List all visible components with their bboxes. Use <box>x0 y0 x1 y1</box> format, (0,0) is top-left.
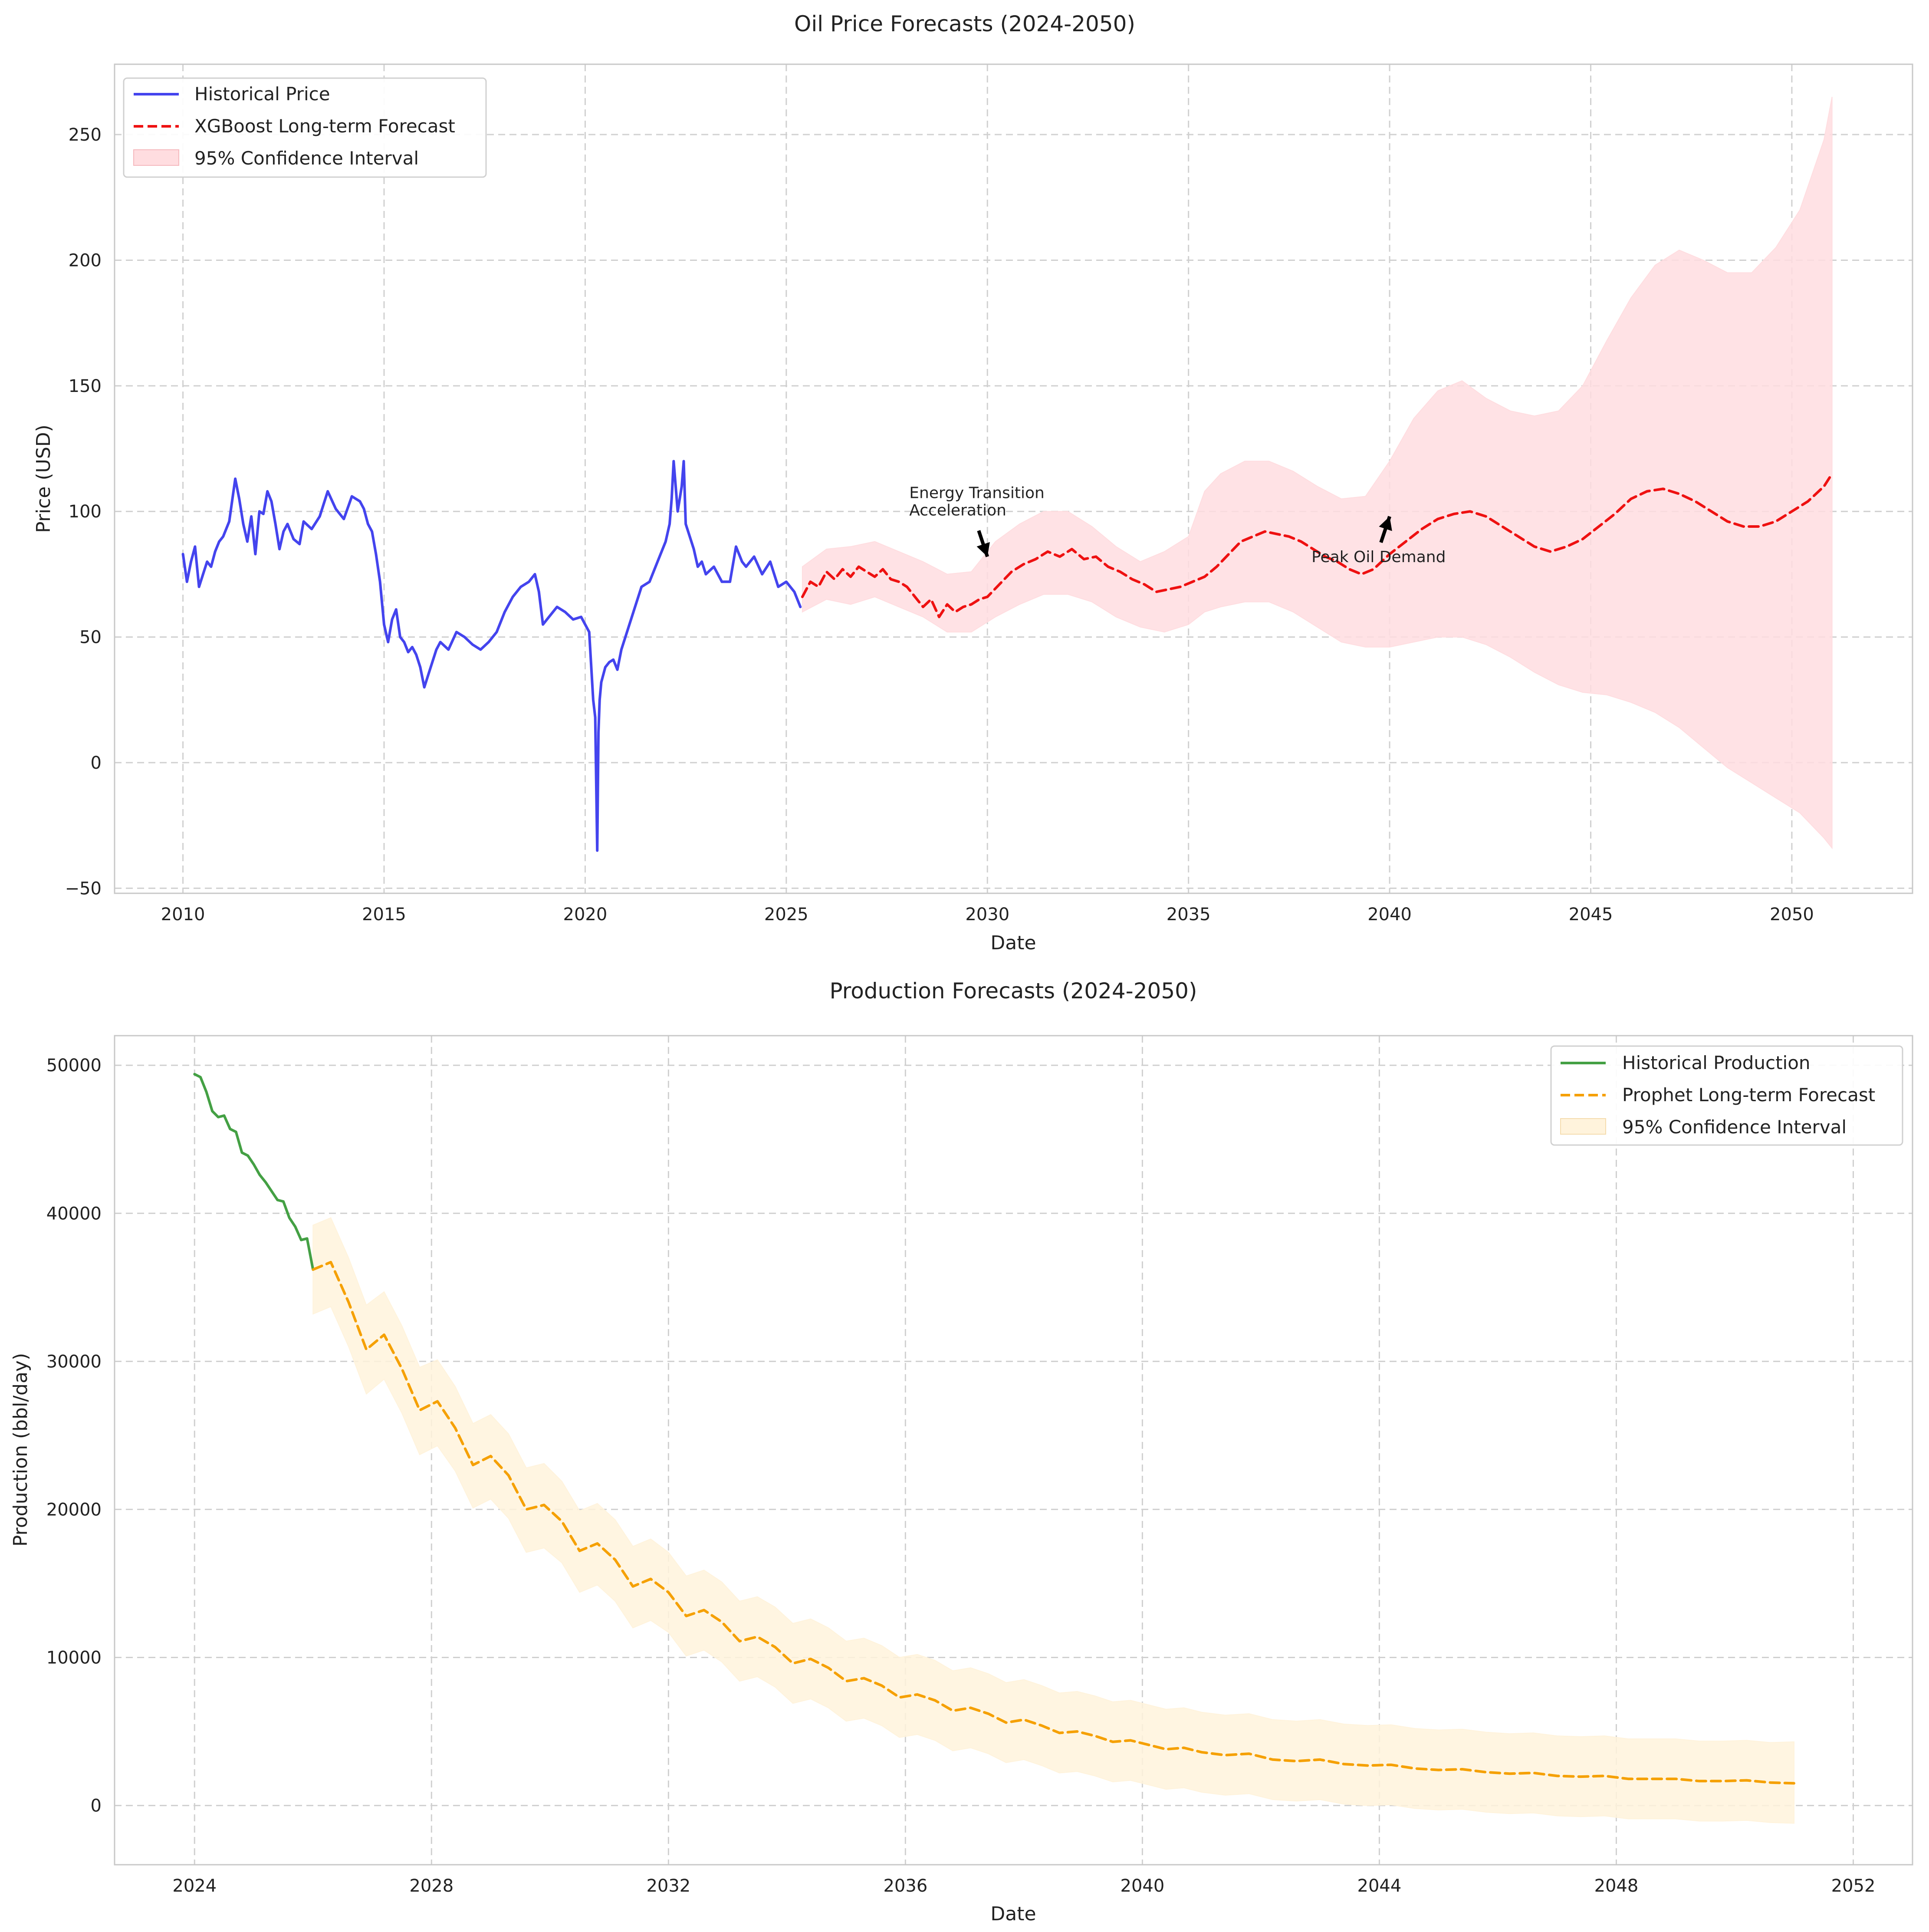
production-series-0-line <box>193 1073 315 1271</box>
production-confidence-band-area <box>312 1217 1794 1824</box>
legend-label-historical-price: Historical Price <box>194 83 330 105</box>
annotation-0-arrowhead <box>976 542 990 557</box>
oil-price-series-1-line <box>801 472 1834 619</box>
production-y-axis-label: Production (bbl/day) <box>10 1353 32 1547</box>
production-x-tick-labels: 2024 2028 2032 2036 2040 2044 2048 2052 <box>172 1876 1875 1896</box>
legend-label-historical-production: Historical Production <box>1622 1052 1811 1073</box>
oil-price-y-axis-label: Price (USD) <box>33 425 55 533</box>
production-legend-box <box>1550 1045 1903 1146</box>
production-y-tick: 0 <box>91 1796 102 1816</box>
oil-price-legend: Historical Price XGBoost Long-term Forec… <box>123 77 487 178</box>
oil-price-x-tick: 2025 <box>764 905 808 925</box>
oil-price-series-0-line <box>181 460 802 852</box>
oil-price-legend-box <box>123 77 487 178</box>
production-x-tick: 2028 <box>409 1876 453 1896</box>
annotation-0-text: Energy Transition <box>909 484 1045 502</box>
oil-price-x-tick: 2015 <box>362 905 406 925</box>
production-x-tick: 2040 <box>1121 1876 1165 1896</box>
production-y-tick: 30000 <box>46 1352 102 1372</box>
oil-price-x-axis-label: Date <box>990 932 1036 954</box>
oil-price-y-tick: 200 <box>69 250 102 270</box>
legend-swatch-production-confidence <box>1560 1118 1606 1135</box>
oil-price-y-tick: 0 <box>91 753 102 773</box>
production-x-axis-label: Date <box>990 1903 1036 1925</box>
oil-price-confidence-band <box>802 97 1833 849</box>
legend-swatch-price-confidence <box>133 149 179 166</box>
oil-price-y-tick: −50 <box>65 879 102 899</box>
legend-label-price-confidence: 95% Confidence Interval <box>194 148 419 169</box>
legend-label-production-confidence: 95% Confidence Interval <box>1622 1116 1847 1138</box>
production-x-tick: 2032 <box>646 1876 690 1896</box>
production-x-tick: 2044 <box>1357 1876 1402 1896</box>
production-x-tick: 2052 <box>1831 1876 1876 1896</box>
oil-price-y-tick: 250 <box>69 125 102 145</box>
oil-price-y-tick: 50 <box>79 628 102 648</box>
oil-price-x-tick: 2010 <box>161 905 205 925</box>
oil-price-chart: Oil Price Forecasts (2024-2050) Energy T… <box>33 11 1913 954</box>
production-x-tick: 2048 <box>1594 1876 1639 1896</box>
legend-label-prophet-forecast: Prophet Long-term Forecast <box>1622 1084 1875 1106</box>
oil-price-chart-title: Oil Price Forecasts (2024-2050) <box>794 11 1135 36</box>
oil-price-y-tick: 150 <box>69 376 102 396</box>
production-y-tick-labels: 0 10000 20000 30000 40000 50000 <box>46 1056 102 1816</box>
oil-price-x-tick-labels: 2010 2015 2020 2025 2030 2035 2040 2045 2050 <box>161 905 1814 925</box>
production-chart: Production Forecasts (2024-2050) 2024 202… <box>10 978 1913 1925</box>
oil-price-confidence-band-area <box>802 97 1833 849</box>
oil-price-gridlines <box>115 64 1913 893</box>
production-plot-frame <box>114 1035 1913 1866</box>
production-legend: Historical Production Prophet Long-term … <box>1550 1045 1903 1146</box>
oil-price-series-lines <box>181 460 1834 852</box>
oil-price-x-tick: 2020 <box>563 905 608 925</box>
annotation-0-text: Acceleration <box>909 501 1006 519</box>
oil-price-x-tick: 2045 <box>1569 905 1613 925</box>
oil-price-x-tick: 2035 <box>1167 905 1211 925</box>
oil-price-x-tick: 2040 <box>1367 905 1412 925</box>
oil-price-plot-frame <box>114 63 1913 894</box>
production-chart-title: Production Forecasts (2024-2050) <box>830 978 1197 1004</box>
production-confidence-band <box>312 1217 1794 1824</box>
production-series-lines <box>193 1073 1795 1785</box>
production-x-tick: 2024 <box>172 1876 217 1896</box>
production-series-1-line <box>312 1261 1795 1785</box>
oil-price-y-tick-labels: −50 0 50 100 150 200 250 <box>65 125 102 899</box>
oil-price-y-tick: 100 <box>69 502 102 522</box>
production-y-tick: 20000 <box>46 1500 102 1520</box>
legend-label-xgboost-forecast: XGBoost Long-term Forecast <box>194 115 455 137</box>
production-x-tick: 2036 <box>883 1876 927 1896</box>
oil-price-x-tick: 2030 <box>965 905 1009 925</box>
annotation-1-text: Peak Oil Demand <box>1311 548 1446 566</box>
production-y-tick: 40000 <box>46 1204 102 1224</box>
annotation-1-arrowhead <box>1379 516 1392 531</box>
oil-price-x-tick: 2050 <box>1770 905 1814 925</box>
production-y-tick: 50000 <box>46 1056 102 1076</box>
production-y-tick: 10000 <box>46 1648 102 1668</box>
